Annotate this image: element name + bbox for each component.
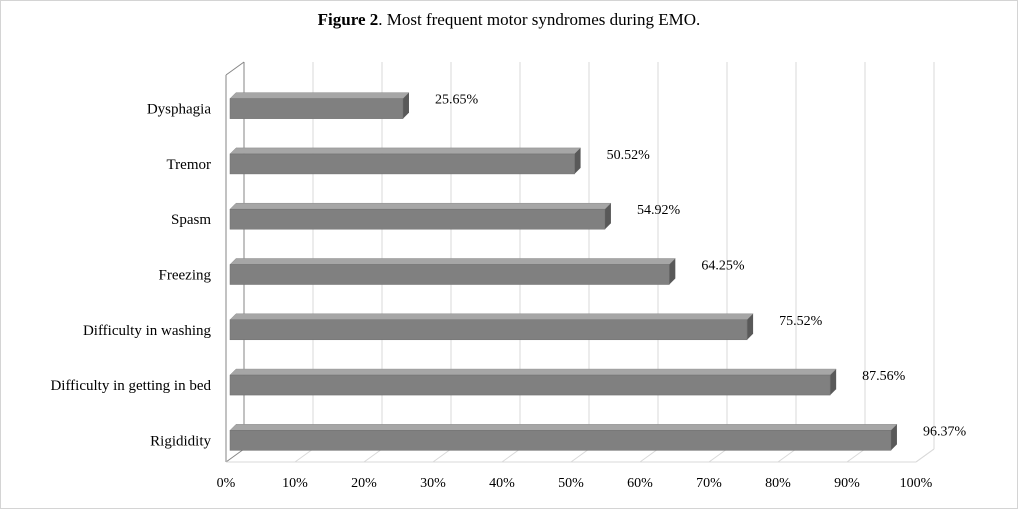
data-label: 25.65% xyxy=(435,93,479,108)
bar-top-face xyxy=(229,202,612,210)
category-label: Difficulty in washing xyxy=(83,323,212,339)
data-label: 96.37% xyxy=(923,424,967,439)
data-label: 75.52% xyxy=(779,314,823,329)
x-tick-label: 50% xyxy=(558,476,584,491)
x-tick-label: 0% xyxy=(217,476,236,491)
x-tick-label: 10% xyxy=(282,476,308,491)
figure-number: Figure 2 xyxy=(317,10,379,29)
bar-side-face xyxy=(890,424,897,451)
floor-gridline xyxy=(846,448,866,463)
bars xyxy=(229,92,898,451)
data-label: 54.92% xyxy=(637,203,681,218)
bar-top-face xyxy=(229,368,837,376)
category-label: Difficulty in getting in bed xyxy=(50,378,211,394)
bar-side-face xyxy=(747,313,754,340)
bar-side-face xyxy=(830,369,837,396)
bar-side-face xyxy=(604,203,611,230)
x-tick-label: 100% xyxy=(900,476,933,491)
bar xyxy=(229,208,606,230)
category-label: Tremor xyxy=(167,157,211,173)
bar-top-face xyxy=(229,258,676,265)
labels: 0% 10% 20% 30% 40% 50% 60% 70% 80% 90% 100% Dysphag… xyxy=(50,93,966,491)
chart-title: Figure 2. Most frequent motor syndromes … xyxy=(0,10,1018,30)
floor-gridline xyxy=(570,448,590,463)
x-tick-label: 90% xyxy=(834,476,860,491)
x-tick-label: 70% xyxy=(696,476,722,491)
floor-gridline xyxy=(363,448,383,463)
x-tick-label: 80% xyxy=(765,476,791,491)
bar-top-face xyxy=(229,313,754,321)
category-label: Dysphagia xyxy=(147,102,211,118)
bar xyxy=(229,153,575,175)
bar-top-face xyxy=(229,92,410,99)
figure-caption: . Most frequent motor syndromes during E… xyxy=(378,10,701,29)
floor-gridline xyxy=(294,448,314,463)
floor-gridline xyxy=(432,448,452,463)
x-tick-label: 40% xyxy=(489,476,515,491)
data-label: 87.56% xyxy=(862,369,906,384)
category-label: Spasm xyxy=(171,212,211,228)
category-label: Freezing xyxy=(159,268,212,284)
bar-top-face xyxy=(229,424,898,431)
data-label: 50.52% xyxy=(607,148,651,163)
category-label: Rigididity xyxy=(150,433,211,449)
bar-side-face xyxy=(574,147,581,174)
bar xyxy=(229,430,892,451)
floor-gridline xyxy=(501,448,521,463)
bar xyxy=(229,319,748,341)
floor-gridline xyxy=(225,448,245,463)
floor-right-edge xyxy=(915,448,935,463)
bar xyxy=(229,98,404,119)
floor-gridline xyxy=(777,448,797,463)
data-label: 64.25% xyxy=(701,259,745,274)
x-tick-label: 20% xyxy=(351,476,377,491)
bar-side-face xyxy=(669,258,676,285)
floor-gridline xyxy=(708,448,728,463)
bar-top-face xyxy=(229,147,582,155)
bar xyxy=(229,264,670,285)
x-tick-label: 30% xyxy=(420,476,446,491)
x-tick-label: 60% xyxy=(627,476,653,491)
y-axis-top-edge xyxy=(225,61,245,76)
floor-gridline xyxy=(639,448,659,463)
bar xyxy=(229,374,831,396)
bar-side-face xyxy=(402,92,409,119)
